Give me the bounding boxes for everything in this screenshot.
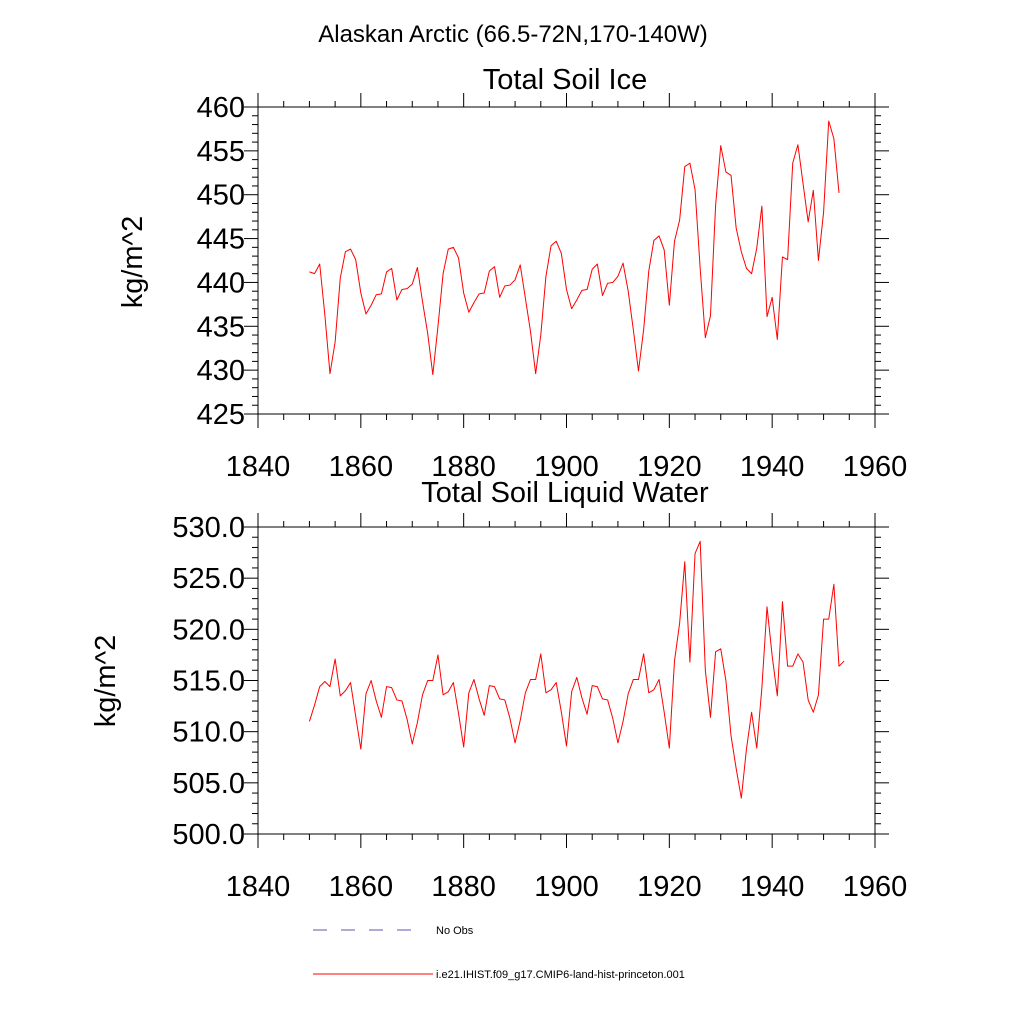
soil-ice-title: Total Soil Ice bbox=[483, 64, 647, 96]
soil-ice-x-tick-label: 1920 bbox=[637, 451, 702, 483]
soil-liquid-water-y-tick-label: 530.0 bbox=[172, 512, 245, 544]
soil-ice-y-tick-label: 435 bbox=[197, 311, 245, 343]
soil-ice-ylabel: kg/m^2 bbox=[117, 216, 149, 309]
legend-model-label: i.e21.IHIST.f09_g17.CMIP6-land-hist-prin… bbox=[436, 969, 685, 981]
soil-liquid-water-series-line bbox=[308, 540, 845, 799]
soil-ice-x-tick-label: 1940 bbox=[740, 451, 805, 483]
soil-ice-x-tick-label: 1880 bbox=[431, 451, 496, 483]
soil-ice-y-tick-label: 450 bbox=[197, 180, 245, 212]
soil-ice-x-tick-label: 1840 bbox=[226, 451, 291, 483]
soil-liquid-water-panel: Total Soil Liquid Water kg/m^2 1840 1860 1… bbox=[90, 477, 907, 903]
soil-liquid-water-x-tick-label: 1840 bbox=[226, 871, 291, 903]
soil-liquid-water-y-tick-label: 525.0 bbox=[172, 563, 245, 595]
soil-liquid-water-title: Total Soil Liquid Water bbox=[421, 477, 709, 509]
soil-ice-y-tick-label: 445 bbox=[197, 224, 245, 256]
soil-ice-y-tick-label: 455 bbox=[197, 136, 245, 168]
soil-ice-y-tick-label: 440 bbox=[197, 267, 245, 299]
soil-liquid-water-x-tick-label: 1880 bbox=[431, 871, 496, 903]
soil-liquid-water-x-tick-label: 1960 bbox=[843, 871, 908, 903]
soil-liquid-water-x-tick-label: 1920 bbox=[637, 871, 702, 903]
soil-liquid-water-x-tick-label: 1940 bbox=[740, 871, 805, 903]
soil-ice-series-line bbox=[309, 120, 840, 376]
soil-liquid-water-y-tick-label: 520.0 bbox=[172, 614, 245, 646]
soil-liquid-water-x-tick-label: 1860 bbox=[329, 871, 394, 903]
soil-ice-x-tick-label: 1860 bbox=[329, 451, 394, 483]
soil-ice-panel: Total Soil Ice kg/m^2 1840 1860 1880 1900 19… bbox=[117, 64, 907, 483]
soil-ice-y-tick-label: 425 bbox=[197, 399, 245, 431]
soil-ice-x-tick-label: 1900 bbox=[534, 451, 599, 483]
legend: No Obs i.e21.IHIST.f09_g17.CMIP6-land-hi… bbox=[313, 925, 685, 981]
soil-liquid-water-y-tick-label: 505.0 bbox=[172, 768, 245, 800]
legend-no-obs-label: No Obs bbox=[436, 925, 474, 937]
soil-liquid-water-y-tick-label: 500.0 bbox=[172, 819, 245, 851]
soil-liquid-water-y-tick-label: 515.0 bbox=[172, 666, 245, 698]
soil-liquid-water-x-tick-label: 1900 bbox=[534, 871, 599, 903]
soil-liquid-water-y-tick-label: 510.0 bbox=[172, 717, 245, 749]
soil-ice-y-tick-label: 430 bbox=[197, 355, 245, 387]
figure-suptitle: Alaskan Arctic (66.5-72N,170-140W) bbox=[318, 21, 708, 48]
soil-ice-y-tick-label: 460 bbox=[197, 92, 245, 124]
soil-ice-x-tick-label: 1960 bbox=[843, 451, 908, 483]
soil-liquid-water-ylabel: kg/m^2 bbox=[90, 635, 122, 728]
